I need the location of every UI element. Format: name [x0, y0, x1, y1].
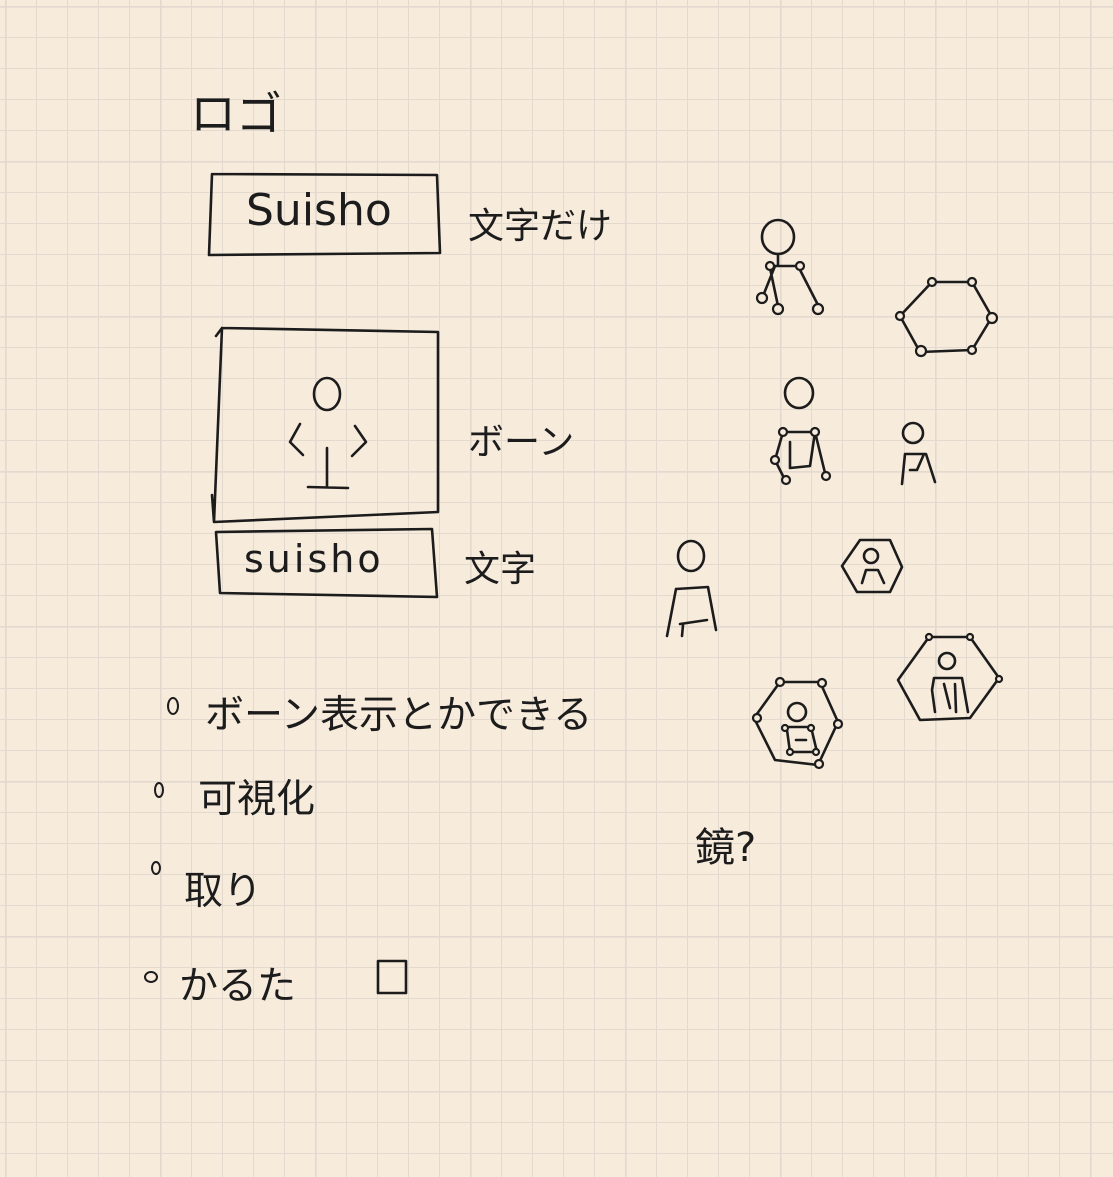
bone-logo-box: [210, 326, 440, 524]
hexagon-icon: [894, 276, 999, 358]
bullet-item: かるた: [179, 964, 297, 1009]
logo-text: Suisho: [246, 185, 392, 236]
bullet-item: 可視化: [198, 777, 316, 822]
logo-variant-note: 文字: [464, 549, 537, 590]
hexagon-figure-icon: [751, 676, 844, 770]
bullet-item: ボーン表示とかできる: [205, 693, 593, 738]
mark-and-text-logo-box: [214, 527, 439, 599]
side-note: 鏡?: [695, 825, 757, 871]
small-figure-icon: [900, 421, 937, 486]
bullet-item: 取り: [184, 869, 263, 914]
page-heading: ロゴ: [190, 87, 282, 141]
logo-variant-note: 文字だけ: [468, 206, 613, 247]
bone-figure-icon: [288, 376, 368, 490]
checkbox-icon: [376, 959, 408, 995]
hexagon-figure-icon: [840, 538, 904, 594]
hexagon-figure-icon: [896, 632, 1004, 722]
logo-variant-note: ボーン: [468, 422, 575, 463]
bullet-marker: [151, 861, 161, 875]
bullet-marker: [167, 697, 179, 715]
stick-figure-icon: [665, 539, 718, 638]
stick-figure-icon: [755, 218, 825, 316]
bullet-marker: [144, 971, 158, 983]
stick-figure-icon: [769, 376, 832, 486]
text-logo-box: [207, 172, 442, 257]
logo-text: suisho: [244, 537, 384, 581]
bullet-marker: [154, 782, 164, 798]
